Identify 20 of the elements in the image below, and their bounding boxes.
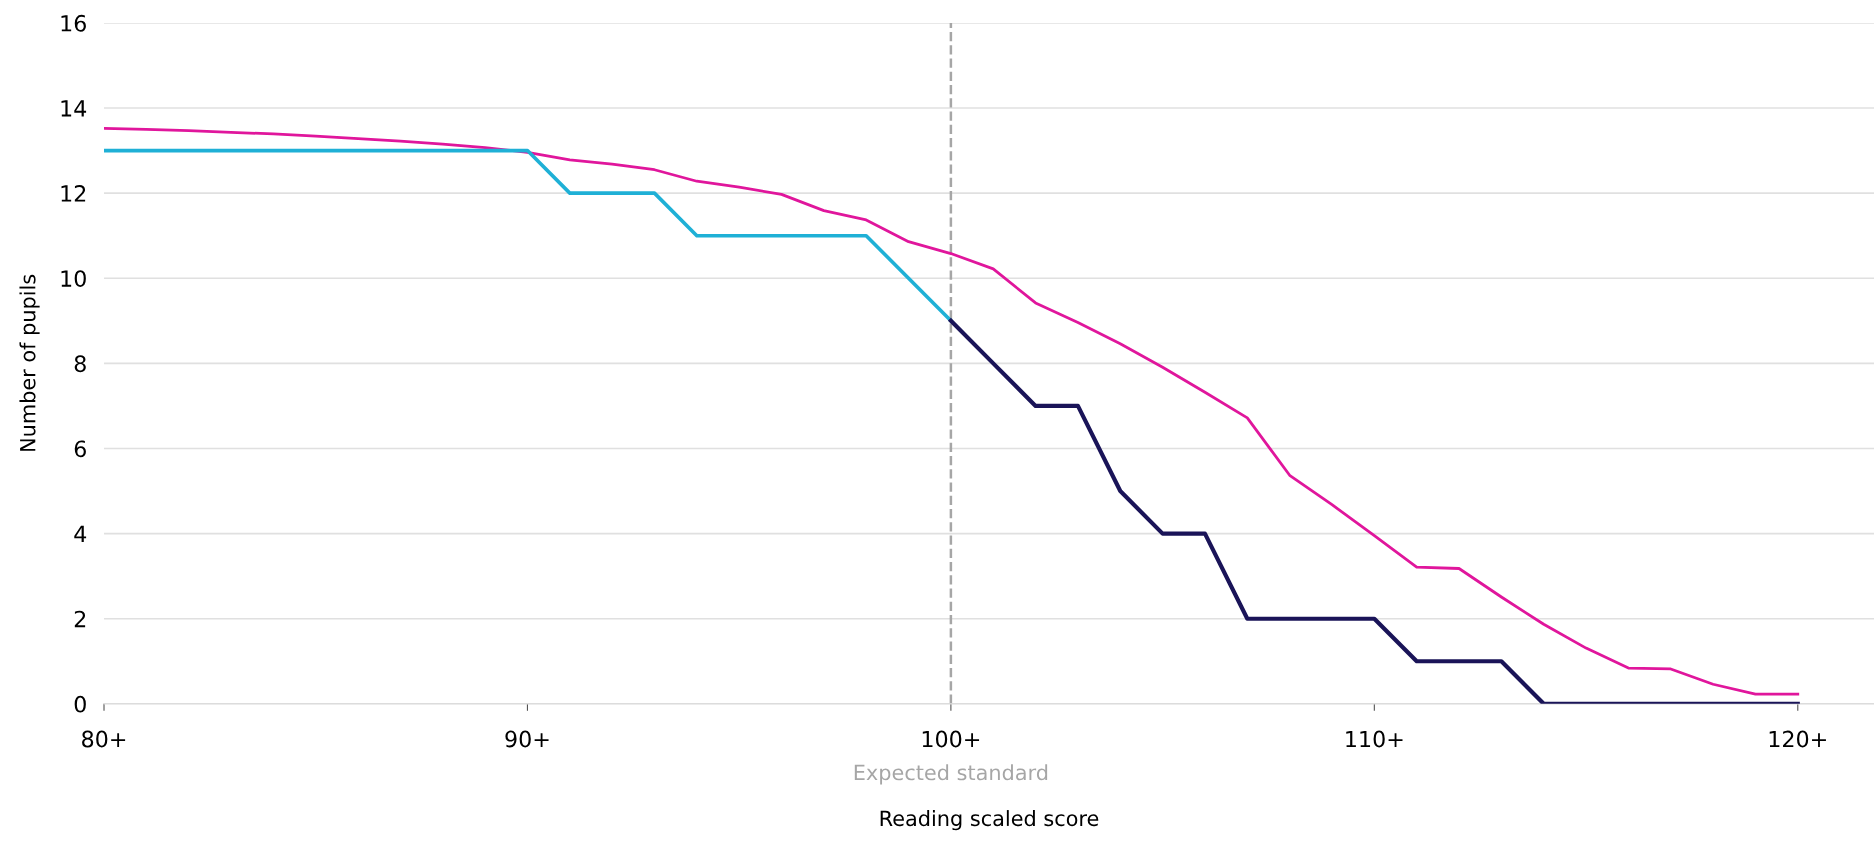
line-series (104, 148, 953, 323)
y-tick-label: 10 (61, 270, 86, 288)
y-tick-label: 12 (61, 185, 86, 202)
y-tick-label: 6 (74, 440, 86, 458)
y-tick-label: 2 (74, 610, 86, 628)
y-axis-title: Number of pupils (19, 274, 40, 451)
y-tick-label: 4 (74, 525, 87, 543)
x-tick-label: 90+ (505, 730, 549, 748)
x-tick-label: 110+ (1346, 730, 1403, 748)
x-axis-title: Reading scaled score (880, 810, 1099, 831)
line-series (104, 127, 1800, 696)
y-tick-label: 16 (61, 14, 86, 32)
x-tick-label: 120+ (1769, 730, 1826, 748)
y-tick-label: 8 (74, 355, 86, 373)
x-tick-label: 80+ (82, 730, 126, 748)
line-series (948, 318, 1800, 704)
y-tick-label: 0 (74, 695, 86, 713)
x-tick-label: 100+ (922, 730, 980, 748)
ref-line-label: Expected standard (854, 764, 1048, 785)
y-tick-label: 14 (61, 100, 87, 117)
